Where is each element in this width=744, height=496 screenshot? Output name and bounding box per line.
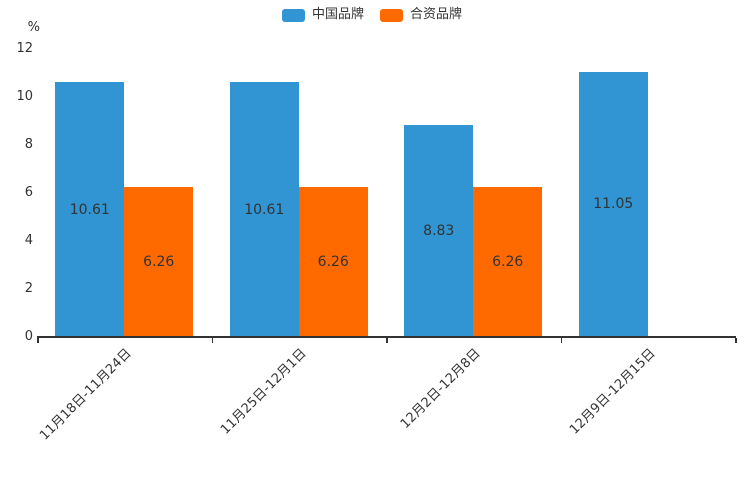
legend-item-0[interactable]: 中国品牌 (281, 7, 364, 22)
y-tick-label: 0 (24, 329, 33, 344)
bar-series0-cat3 (578, 71, 648, 337)
y-tick-label: 2 (24, 281, 33, 296)
bar-series1-cat0 (124, 186, 194, 337)
legend-item-label: 中国品牌 (311, 7, 364, 22)
bar-series0-cat1 (229, 82, 299, 337)
bar-series0-cat0 (55, 82, 125, 337)
y-tick-label: 8 (24, 137, 33, 152)
bar-series0-cat2 (404, 125, 474, 337)
y-tick-label: 6 (24, 185, 33, 200)
x-tick-label: 11月18日-11月24日 (37, 346, 135, 444)
y-tick-label: 10 (16, 89, 33, 104)
x-tick-label: 12月2日-12月8日 (398, 346, 484, 432)
legend-item-1[interactable]: 合资品牌 (380, 8, 462, 22)
x-tick-label: 12月9日-12月15日 (566, 346, 659, 438)
bar-value-label: 10.61 (69, 201, 110, 218)
legend: 中国品牌 合资品牌 (0, 8, 744, 22)
x-axis-line (37, 336, 736, 338)
x-axis-tick (211, 338, 213, 343)
x-tick-label: 11月25日-12月1日 (217, 346, 310, 438)
bar-series1-cat2 (473, 186, 543, 337)
legend-swatch-icon (281, 8, 305, 22)
x-axis-tick (386, 338, 388, 343)
x-axis-tick (735, 338, 737, 343)
bar-value-label: 6.26 (492, 253, 524, 270)
bar-value-label: 11.05 (593, 196, 634, 213)
bar-value-label: 10.61 (244, 201, 285, 218)
bar-value-label: 6.26 (317, 253, 349, 270)
bar-value-label: 8.83 (423, 223, 455, 240)
bar-value-label: 6.26 (143, 253, 175, 270)
x-axis-tick (560, 338, 562, 343)
legend-swatch-icon (380, 8, 403, 22)
legend-item-label: 合资品牌 (410, 7, 463, 22)
y-tick-label: 12 (16, 41, 33, 56)
x-axis-tick (37, 338, 39, 343)
y-axis-unit-label: % (27, 20, 40, 35)
bar-series1-cat1 (298, 186, 368, 337)
y-tick-label: 4 (24, 233, 33, 248)
